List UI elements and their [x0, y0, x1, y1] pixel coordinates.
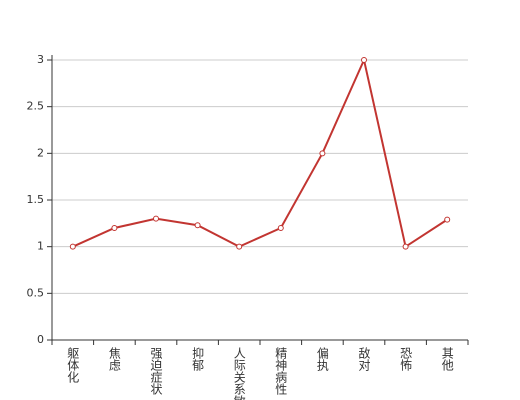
point: [194, 222, 201, 229]
point: [402, 243, 409, 250]
x-tick-label: 躯体化: [66, 346, 80, 384]
y-tick-label: 0.5: [27, 286, 45, 299]
point: [277, 225, 284, 231]
y-tick-label: 0: [37, 333, 44, 346]
point: [319, 150, 326, 157]
line: [72, 56, 448, 249]
y-tick-label: 1.5: [27, 193, 45, 206]
x-tick-label: 恐怖: [399, 347, 413, 371]
y-tick-label: 2.5: [27, 100, 45, 113]
point: [444, 216, 451, 223]
point: [153, 215, 159, 222]
y-tick-label: 3: [37, 53, 44, 66]
x-tick-label: 精神病性: [274, 347, 288, 396]
x-tick-label: 焦虑: [107, 347, 121, 371]
point: [361, 57, 367, 63]
y-tick-label: 1: [37, 240, 44, 253]
point: [236, 243, 243, 250]
x-tick-label: 偏执: [315, 346, 329, 372]
y-tick-label: 2: [37, 146, 44, 159]
x-tick-label: 敌对: [357, 346, 371, 371]
x-tick-label: 人际关系敏感: [232, 347, 246, 400]
x-tick-label: 强迫症状: [149, 347, 163, 395]
x-tick-label: 其他: [440, 347, 454, 371]
x-tick-label: 抑郁: [191, 346, 205, 372]
point: [69, 243, 76, 250]
point: [111, 225, 118, 231]
